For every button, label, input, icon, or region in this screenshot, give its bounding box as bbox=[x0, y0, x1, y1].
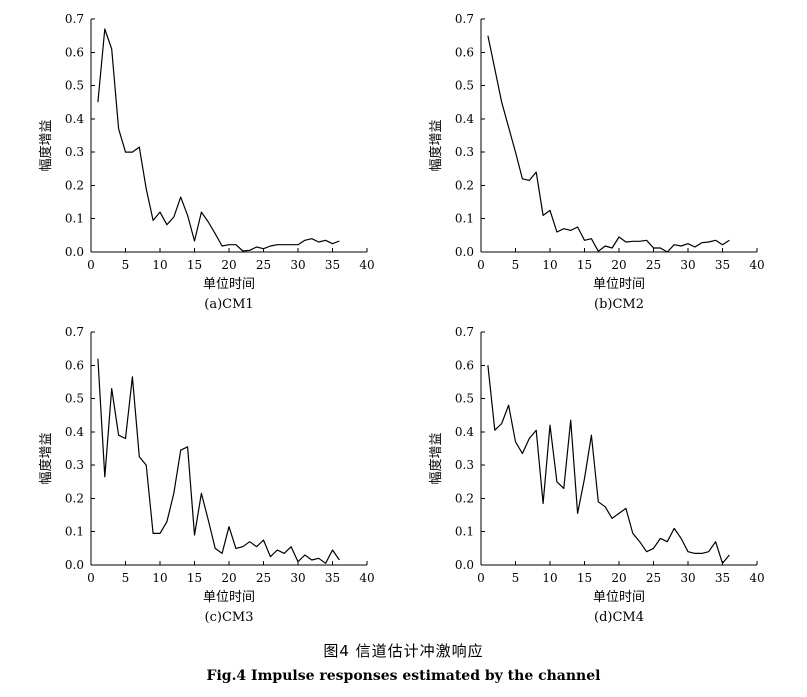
y-tick-label: 0.5 bbox=[65, 392, 84, 406]
x-tick-label: 20 bbox=[221, 571, 236, 585]
y-tick-label: 0.1 bbox=[455, 212, 474, 226]
series-line bbox=[487, 35, 730, 253]
y-tick-label: 0.3 bbox=[455, 145, 474, 159]
y-tick-label: 0.5 bbox=[455, 79, 474, 93]
x-tick-label: 30 bbox=[290, 571, 305, 585]
y-tick-label: 0.7 bbox=[455, 12, 474, 26]
y-tick-label: 0.2 bbox=[65, 491, 84, 505]
subplot-caption: (a)CM1 bbox=[204, 297, 253, 312]
x-tick-label: 0 bbox=[477, 571, 485, 585]
chart-panel-1: 0.0 0.1 0.2 0.3 0.4 0.5 0.6 0.7 0 5 10 15 20 25 30 35 40… bbox=[38, 12, 375, 312]
x-tick-label: 5 bbox=[512, 571, 520, 585]
y-tick-label: 0.1 bbox=[455, 525, 474, 539]
series-line bbox=[97, 358, 340, 564]
x-tick-label: 30 bbox=[290, 258, 305, 272]
y-tick-label: 0.6 bbox=[455, 358, 474, 372]
y-tick-label: 0.4 bbox=[455, 112, 474, 126]
x-tick-label: 15 bbox=[577, 571, 592, 585]
x-tick-label: 5 bbox=[122, 571, 130, 585]
x-tick-label: 35 bbox=[715, 258, 730, 272]
y-tick-label: 0.4 bbox=[65, 425, 84, 439]
y-tick-label: 0.3 bbox=[65, 458, 84, 472]
x-tick-label: 10 bbox=[152, 258, 167, 272]
y-tick-label: 0.3 bbox=[65, 145, 84, 159]
subplot-caption: (d)CM4 bbox=[594, 610, 644, 625]
y-tick-label: 0.6 bbox=[455, 45, 474, 59]
y-tick-label: 0.0 bbox=[455, 245, 474, 259]
y-tick-label: 0.7 bbox=[455, 325, 474, 339]
x-tick-label: 5 bbox=[512, 258, 520, 272]
y-axis-label: 幅度增益 bbox=[38, 432, 54, 484]
y-tick-label: 0.5 bbox=[65, 79, 84, 93]
y-tick-label: 0.1 bbox=[65, 525, 84, 539]
x-tick-label: 40 bbox=[359, 571, 374, 585]
subplot-caption: (c)CM3 bbox=[205, 610, 254, 625]
x-tick-label: 25 bbox=[256, 258, 271, 272]
x-tick-label: 40 bbox=[749, 571, 764, 585]
x-tick-label: 25 bbox=[256, 571, 271, 585]
x-tick-label: 20 bbox=[611, 258, 626, 272]
y-tick-label: 0.2 bbox=[65, 178, 84, 192]
x-tick-label: 35 bbox=[325, 258, 340, 272]
x-tick-label: 35 bbox=[715, 571, 730, 585]
y-tick-label: 0.3 bbox=[455, 458, 474, 472]
y-tick-label: 0.7 bbox=[65, 325, 84, 339]
y-tick-label: 0.7 bbox=[65, 12, 84, 26]
y-tick-label: 0.6 bbox=[65, 358, 84, 372]
figure-caption-cn: 图4 信道估计冲激响应 bbox=[323, 642, 484, 660]
y-axis-label: 幅度增益 bbox=[428, 119, 444, 171]
x-tick-label: 40 bbox=[749, 258, 764, 272]
chart-panel-2: 0.0 0.1 0.2 0.3 0.4 0.5 0.6 0.7 0 5 10 15 20 25 30 35 40… bbox=[428, 12, 765, 312]
x-tick-label: 30 bbox=[680, 571, 695, 585]
x-axis-label: 单位时间 bbox=[203, 277, 255, 292]
x-tick-label: 15 bbox=[187, 571, 202, 585]
x-tick-label: 30 bbox=[680, 258, 695, 272]
x-tick-label: 5 bbox=[122, 258, 130, 272]
series-line bbox=[487, 365, 730, 564]
x-axis-label: 单位时间 bbox=[593, 590, 645, 605]
x-tick-label: 25 bbox=[646, 571, 661, 585]
x-tick-label: 25 bbox=[646, 258, 661, 272]
x-tick-label: 15 bbox=[187, 258, 202, 272]
x-tick-label: 15 bbox=[577, 258, 592, 272]
series-line bbox=[97, 28, 340, 252]
y-tick-label: 0.6 bbox=[65, 45, 84, 59]
y-axis-label: 幅度增益 bbox=[428, 432, 444, 484]
chart-panel-3: 0.0 0.1 0.2 0.3 0.4 0.5 0.6 0.7 0 5 10 15 20 25 30 35 40… bbox=[38, 325, 375, 625]
y-tick-label: 0.2 bbox=[455, 178, 474, 192]
y-tick-label: 0.2 bbox=[455, 491, 474, 505]
x-tick-label: 0 bbox=[87, 571, 95, 585]
y-tick-label: 0.4 bbox=[65, 112, 84, 126]
x-tick-label: 20 bbox=[221, 258, 236, 272]
x-axis-label: 单位时间 bbox=[593, 277, 645, 292]
y-tick-label: 0.0 bbox=[455, 558, 474, 572]
x-tick-label: 40 bbox=[359, 258, 374, 272]
x-tick-label: 20 bbox=[611, 571, 626, 585]
y-tick-label: 0.5 bbox=[455, 392, 474, 406]
y-tick-label: 0.0 bbox=[65, 245, 84, 259]
x-axis-label: 单位时间 bbox=[203, 590, 255, 605]
x-tick-label: 10 bbox=[542, 571, 557, 585]
y-tick-label: 0.1 bbox=[65, 212, 84, 226]
figure-caption-en: Fig.4 Impulse responses estimated by the… bbox=[206, 668, 601, 684]
x-tick-label: 0 bbox=[87, 258, 95, 272]
y-tick-label: 0.4 bbox=[455, 425, 474, 439]
chart-panel-4: 0.0 0.1 0.2 0.3 0.4 0.5 0.6 0.7 0 5 10 15 20 25 30 35 40… bbox=[428, 325, 765, 625]
y-axis-label: 幅度增益 bbox=[38, 119, 54, 171]
y-tick-label: 0.0 bbox=[65, 558, 84, 572]
x-tick-label: 0 bbox=[477, 258, 485, 272]
x-tick-label: 10 bbox=[152, 571, 167, 585]
x-tick-label: 10 bbox=[542, 258, 557, 272]
x-tick-label: 35 bbox=[325, 571, 340, 585]
subplot-caption: (b)CM2 bbox=[594, 297, 644, 312]
